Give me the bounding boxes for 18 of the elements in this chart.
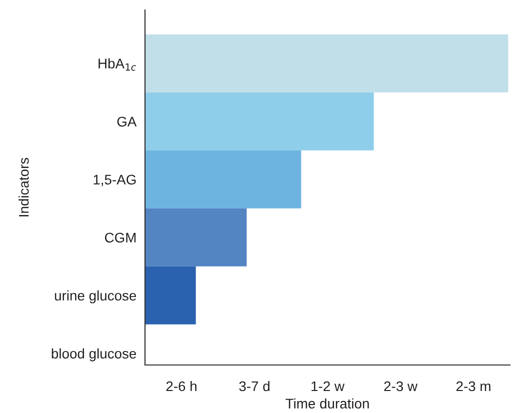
text: 2-3 w (384, 381, 418, 392)
bar (145, 150, 302, 208)
y-tick-label: GA (117, 116, 137, 127)
bar (145, 266, 196, 324)
text: 2-6 h (166, 380, 196, 392)
y-tick-label: blood glucose (52, 348, 136, 362)
bar (145, 92, 374, 150)
text: 1-2 w (312, 381, 345, 392)
y-tick-label: 1,5-AG (94, 174, 136, 186)
bar (145, 34, 508, 92)
bar (145, 208, 247, 266)
y-tick-label: HbA$_{1c}$ (98, 58, 136, 71)
text: 2-3 m (456, 381, 490, 392)
y-tick-label: urine glucose (54, 290, 136, 304)
y-axis-title: Indicators (18, 158, 29, 216)
y-tick-label: CGM (104, 232, 136, 243)
x-axis-title: Time duration (286, 398, 369, 409)
text: 3-7 d (239, 380, 270, 392)
